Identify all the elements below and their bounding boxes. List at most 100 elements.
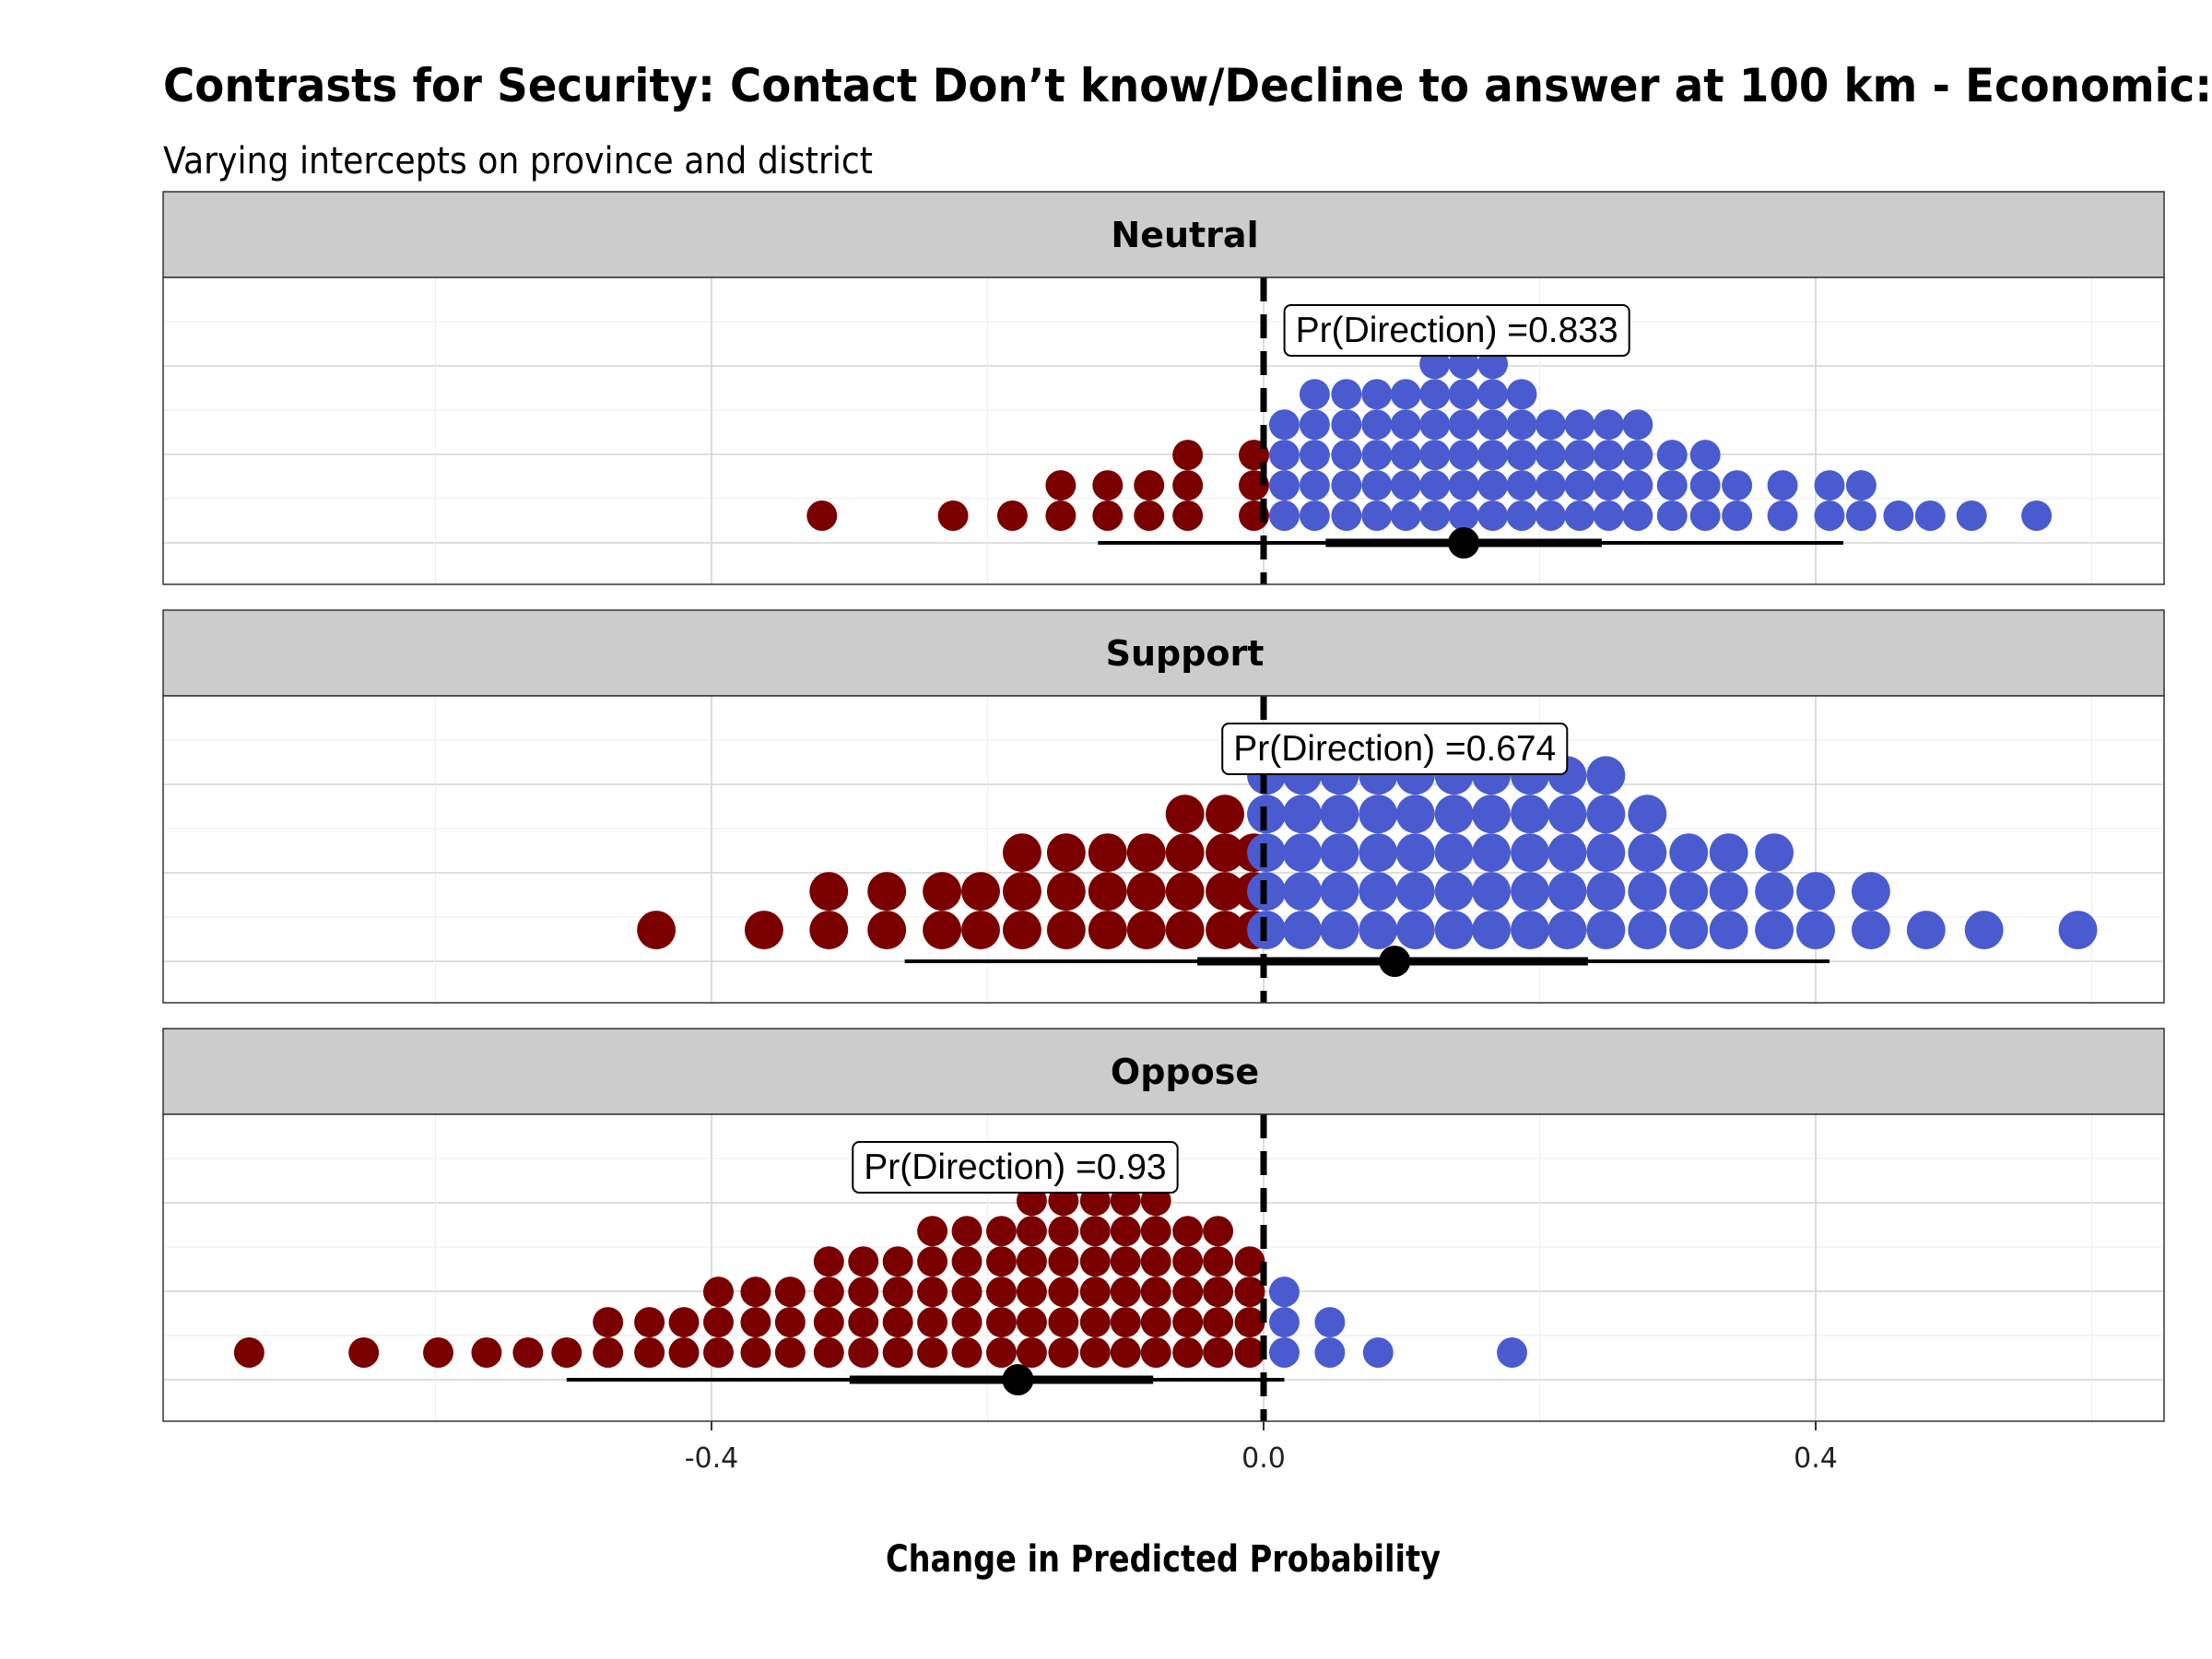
dot: [1472, 911, 1512, 949]
pr-direction-label: Pr(Direction) =0.93: [864, 1147, 1166, 1187]
dot: [634, 1307, 665, 1338]
dot: [744, 911, 783, 949]
dot: [1448, 500, 1479, 532]
dot: [1628, 911, 1667, 949]
dot: [1110, 1216, 1141, 1247]
dot: [1477, 500, 1509, 532]
dot: [1045, 500, 1077, 532]
dot: [848, 1337, 879, 1368]
dot: [1088, 911, 1127, 949]
dot: [1845, 500, 1877, 532]
dot: [1299, 379, 1330, 410]
dot: [348, 1337, 380, 1368]
dot: [1320, 872, 1359, 912]
dot: [1586, 833, 1626, 873]
facet-strip-label: Oppose: [1111, 1052, 1259, 1092]
dot: [1535, 409, 1566, 441]
dot: [1203, 1277, 1234, 1308]
dot: [1079, 1216, 1111, 1247]
pr-direction-label-box: [1283, 304, 1630, 357]
x-tick-label: 0.0: [1241, 1442, 1286, 1475]
dot: [1314, 1337, 1346, 1368]
dot: [1477, 379, 1509, 410]
dot: [1964, 911, 2004, 949]
dot: [1203, 1216, 1234, 1247]
dot: [1172, 1246, 1204, 1277]
dot: [423, 1337, 453, 1368]
dot: [951, 1277, 982, 1308]
dot: [634, 1337, 665, 1368]
dot: [1689, 470, 1721, 501]
dot: [1586, 794, 1626, 834]
dot: [1593, 500, 1624, 532]
facet-strip: [162, 1028, 2165, 1115]
dot: [1206, 794, 1245, 834]
dot: [1845, 470, 1877, 501]
facet-strip: [162, 191, 2165, 278]
dot: [1755, 911, 1794, 949]
dot: [1472, 833, 1512, 873]
dot: [937, 500, 969, 532]
dot: [1165, 872, 1205, 912]
dot: [1593, 470, 1624, 501]
dot: [917, 1337, 948, 1368]
dot: [668, 1307, 700, 1338]
dot: [917, 1246, 948, 1277]
dot: [740, 1337, 771, 1368]
dot: [1331, 500, 1362, 532]
dot: [1282, 833, 1322, 873]
dot-stack: [233, 1185, 1528, 1368]
dot: [951, 1307, 982, 1338]
dot: [1048, 1337, 1079, 1368]
dot: [813, 1246, 844, 1277]
dot: [1755, 833, 1794, 873]
dot: [813, 1307, 844, 1338]
dot: [1092, 500, 1124, 532]
dot: [1586, 756, 1626, 795]
dot: [1016, 1216, 1047, 1247]
pr-direction-label-box: [1221, 723, 1569, 775]
dot: [1079, 1277, 1111, 1308]
dot: [1203, 1246, 1234, 1277]
dot: [1656, 440, 1688, 471]
dot: [774, 1277, 806, 1308]
dot: [1477, 440, 1509, 471]
dot: [1268, 1277, 1300, 1308]
panel-border: [162, 276, 2165, 585]
dot: [882, 1246, 913, 1277]
dot: [986, 1277, 1017, 1308]
dot: [1299, 500, 1330, 532]
dot: [1002, 911, 1041, 949]
dot: [1234, 1246, 1265, 1277]
dot: [1299, 470, 1330, 501]
dot: [1419, 470, 1451, 501]
dot: [1434, 833, 1474, 873]
dot: [1622, 440, 1653, 471]
dot: [1448, 440, 1479, 471]
dot: [703, 1307, 734, 1338]
dot: [1419, 379, 1451, 410]
dot: [1593, 409, 1624, 441]
dot: [1045, 470, 1077, 501]
dot: [1395, 833, 1435, 873]
dot: [1448, 470, 1479, 501]
dot: [1434, 911, 1474, 949]
pr-direction-label: Pr(Direction) =0.833: [1296, 311, 1618, 350]
dot: [1511, 833, 1549, 873]
dot: [1361, 379, 1393, 410]
dot: [1709, 833, 1748, 873]
dot: [882, 1277, 913, 1308]
dot: [1395, 911, 1435, 949]
dot: [1234, 1277, 1265, 1308]
dot: [882, 1307, 913, 1338]
dot: [1722, 500, 1753, 532]
dot: [1362, 1337, 1394, 1368]
dot: [1206, 833, 1245, 873]
dot: [593, 1307, 624, 1338]
dot: [848, 1307, 879, 1338]
dot: [917, 1277, 948, 1308]
dot: [1669, 911, 1709, 949]
dot: [882, 1337, 913, 1368]
dot: [1689, 440, 1721, 471]
dot: [1134, 500, 1165, 532]
